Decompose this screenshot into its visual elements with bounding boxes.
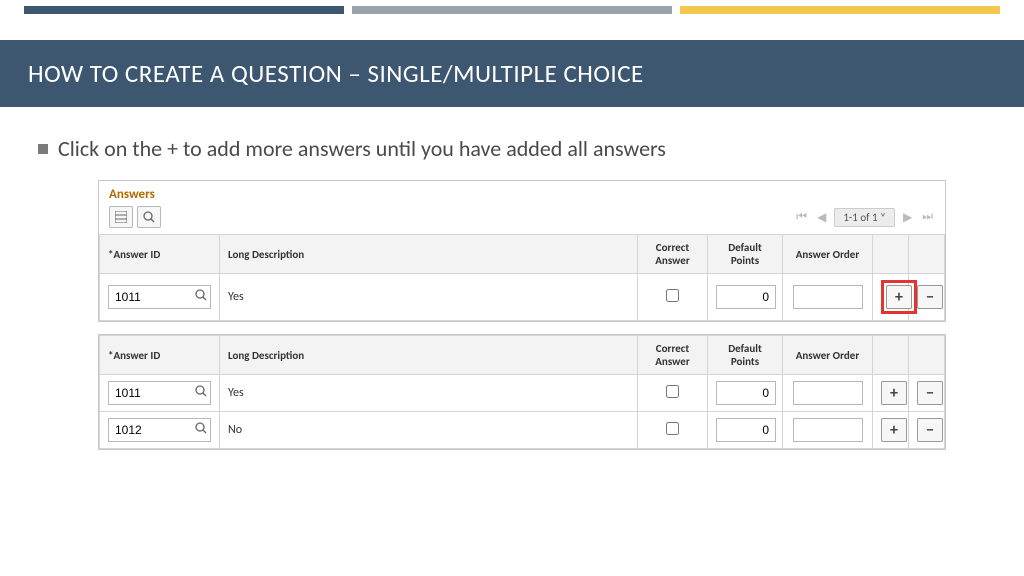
stripe-navy (24, 6, 344, 14)
bullet-icon (38, 144, 48, 154)
default-points-input[interactable] (716, 418, 776, 442)
col-order: Answer Order (783, 336, 873, 375)
table-row: Yes + − (100, 274, 945, 321)
remove-row-button[interactable]: − (917, 381, 943, 405)
col-answer-id: *Answer ID (100, 336, 220, 375)
col-correct: Correct Answer (638, 336, 708, 375)
instruction-bullet: Click on the + to add more answers until… (38, 135, 986, 162)
col-long-desc: Long Description (220, 336, 638, 375)
col-remove (909, 235, 945, 274)
add-row-button[interactable]: + (886, 285, 912, 309)
table-row: Yes + − (100, 375, 945, 412)
col-add (873, 235, 909, 274)
correct-answer-checkbox[interactable] (666, 422, 679, 435)
lookup-icon[interactable] (195, 289, 207, 305)
add-row-highlight: + (881, 280, 917, 314)
stripe-grey (352, 6, 672, 14)
table-header-row: *Answer ID Long Description Correct Answ… (100, 235, 945, 274)
long-desc-cell: Yes (220, 274, 638, 321)
search-button[interactable] (137, 206, 161, 228)
answers-table-after: *Answer ID Long Description Correct Answ… (99, 335, 945, 449)
grid-settings-button[interactable] (109, 206, 133, 228)
answer-order-input[interactable] (793, 285, 863, 309)
grid-icon (115, 211, 127, 223)
col-correct: Correct Answer (638, 235, 708, 274)
top-stripes (0, 0, 1024, 14)
correct-answer-checkbox[interactable] (666, 385, 679, 398)
lookup-icon[interactable] (195, 422, 207, 438)
correct-answer-checkbox[interactable] (666, 289, 679, 302)
pager-last-icon[interactable]: ⏭ (920, 210, 935, 224)
col-points: Default Points (708, 336, 783, 375)
remove-row-button[interactable]: − (917, 418, 943, 442)
table-row: No + − (100, 412, 945, 449)
remove-row-button[interactable]: − (917, 285, 943, 309)
answers-panel-after: *Answer ID Long Description Correct Answ… (98, 334, 946, 450)
answers-panel-before: Answers ⏮ ◀ 1-1 of 1 ˅ ▶ ⏭ (98, 180, 946, 322)
answer-order-input[interactable] (793, 418, 863, 442)
col-points: Default Points (708, 235, 783, 274)
answers-section-label: Answers (99, 181, 945, 206)
lookup-icon[interactable] (195, 385, 207, 401)
default-points-input[interactable] (716, 285, 776, 309)
answer-order-input[interactable] (793, 381, 863, 405)
page-title-band: HOW TO CREATE A QUESTION – SINGLE/MULTIP… (0, 40, 1024, 107)
col-add (873, 336, 909, 375)
search-icon (143, 211, 155, 223)
pager-count[interactable]: 1-1 of 1 ˅ (834, 208, 895, 227)
pager-next-icon[interactable]: ▶ (901, 210, 914, 225)
answers-toolbar: ⏮ ◀ 1-1 of 1 ˅ ▶ ⏭ (99, 206, 945, 234)
col-answer-id: *Answer ID (100, 235, 220, 274)
col-long-desc: Long Description (220, 235, 638, 274)
long-desc-cell: No (220, 412, 638, 449)
long-desc-cell: Yes (220, 375, 638, 412)
instruction-text: Click on the + to add more answers until… (58, 135, 666, 162)
page-title: HOW TO CREATE A QUESTION – SINGLE/MULTIP… (28, 58, 644, 89)
add-row-button[interactable]: + (881, 418, 907, 442)
table-header-row: *Answer ID Long Description Correct Answ… (100, 336, 945, 375)
pager-first-icon[interactable]: ⏮ (794, 210, 809, 224)
col-remove (909, 336, 945, 375)
add-row-button[interactable]: + (881, 381, 907, 405)
default-points-input[interactable] (716, 381, 776, 405)
answers-table-before: *Answer ID Long Description Correct Answ… (99, 234, 945, 321)
stripe-gold (680, 6, 1000, 14)
col-order: Answer Order (783, 235, 873, 274)
pager-prev-icon[interactable]: ◀ (815, 210, 828, 225)
